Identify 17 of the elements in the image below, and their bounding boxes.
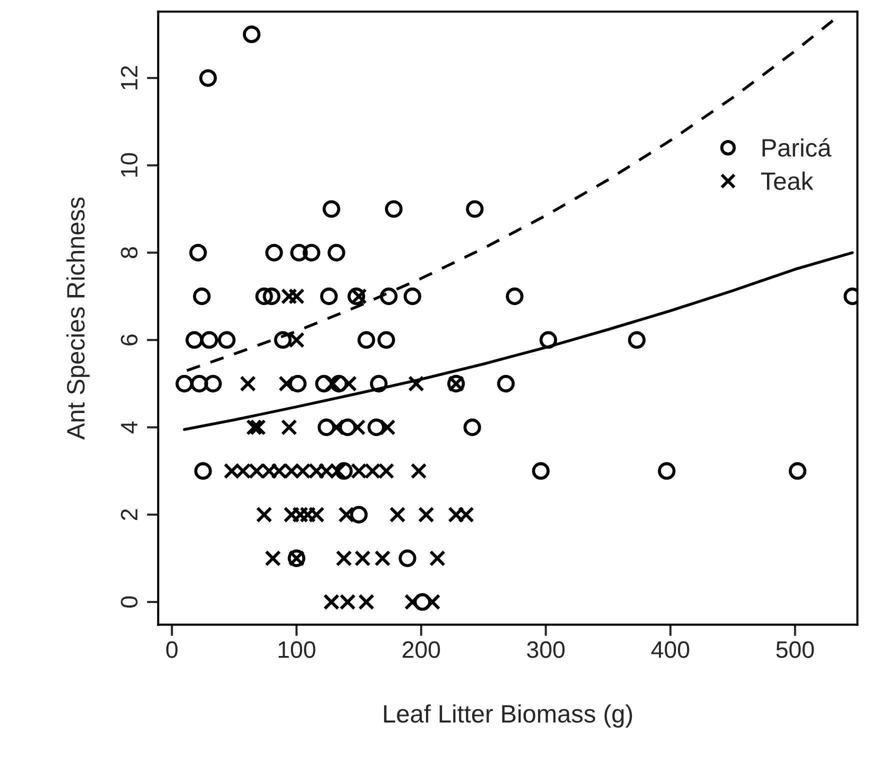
- y-axis-title: Ant Species Richness: [66, 197, 90, 440]
- x-tick-label: 500: [776, 641, 814, 658]
- x-tick-label: 400: [651, 641, 690, 658]
- y-tick-label: 10: [120, 153, 138, 177]
- y-tick-label: 0: [120, 596, 138, 608]
- x-tick-label: 300: [527, 641, 565, 658]
- y-tick-label: 12: [120, 66, 138, 90]
- legend-label: Teak: [761, 172, 814, 190]
- x-tick-label: 0: [166, 641, 178, 658]
- y-tick-label: 4: [121, 421, 138, 434]
- y-tick-label: 2: [120, 509, 138, 520]
- y-tick-label: 6: [120, 334, 138, 346]
- x-tick-label: 200: [402, 641, 440, 658]
- y-tick-label: 8: [120, 247, 138, 258]
- x-axis-title: Leaf Litter Biomass (g): [384, 704, 632, 728]
- legend-label: Paricá: [762, 138, 832, 157]
- x-tick-label: 100: [278, 641, 316, 658]
